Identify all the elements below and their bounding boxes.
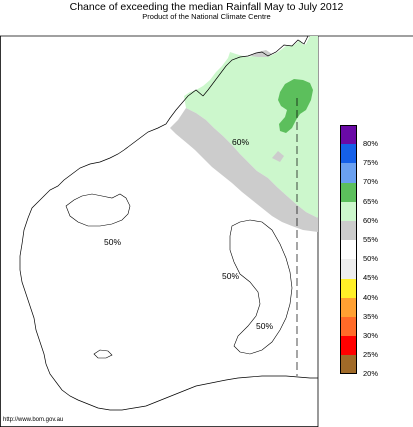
legend-swatch — [340, 144, 357, 164]
region-65-percent — [278, 79, 313, 133]
legend-item: 80% — [340, 125, 400, 148]
contour-label-50-central: 50% — [222, 271, 239, 281]
legend-label: 75% — [363, 158, 379, 168]
legend-item: 60% — [340, 201, 400, 225]
region-60-percent — [184, 36, 318, 218]
legend-swatch — [340, 355, 357, 375]
legend-item: 75% — [340, 144, 400, 167]
footer-url: http://www.bom.gov.au — [3, 417, 64, 423]
legend-swatch — [340, 278, 357, 298]
contour-label-50-west: 50% — [104, 237, 121, 247]
legend-swatch — [340, 316, 357, 337]
legend-label: 60% — [363, 215, 379, 225]
legend-swatch — [340, 163, 357, 183]
legend-label: 25% — [363, 350, 379, 360]
contour-50-south — [229, 219, 293, 355]
contour-label-50-south: 50% — [256, 321, 273, 331]
map-title: Chance of exceeding the median Rainfall … — [69, 1, 344, 13]
legend-label: 55% — [363, 234, 379, 244]
legend-swatch — [340, 201, 357, 221]
legend-swatch — [340, 259, 357, 279]
region-55-percent — [170, 108, 318, 232]
contour-50-lake — [93, 349, 113, 359]
legend-swatch — [340, 220, 357, 241]
legend-item: 70% — [340, 163, 400, 186]
legend-label: 70% — [363, 177, 379, 187]
region-55-percent-island — [272, 151, 284, 162]
legend: 80% 75% 70% 65% 60% 55% 50% 45% 40% 35% 30% 25% 20% — [340, 125, 400, 378]
legend-item: 40% — [340, 278, 400, 302]
legend-label: 50% — [363, 254, 379, 264]
legend-item: 45% — [340, 259, 400, 282]
contour-label-60: 60% — [232, 137, 249, 147]
legend-item: 20% — [340, 355, 400, 378]
legend-swatch — [340, 125, 357, 145]
legend-label: 40% — [363, 292, 379, 302]
legend-label: 65% — [363, 196, 379, 206]
legend-swatch — [340, 182, 357, 202]
legend-item: 25% — [340, 336, 400, 359]
legend-label: 30% — [363, 330, 379, 340]
legend-swatch — [340, 336, 357, 356]
legend-label: 20% — [363, 369, 379, 379]
legend-item: 55% — [340, 220, 400, 244]
map-subtitle: Product of the National Climate Centre — [142, 12, 271, 21]
legend-item: 35% — [340, 297, 400, 321]
legend-label: 35% — [363, 311, 379, 321]
contour-50-interior — [65, 193, 131, 227]
legend-label: 45% — [363, 273, 379, 283]
legend-swatch — [340, 297, 357, 317]
legend-label: 80% — [363, 139, 379, 148]
legend-item: 50% — [340, 240, 400, 263]
legend-swatch — [340, 240, 357, 260]
legend-item: 30% — [340, 316, 400, 340]
coastline — [19, 35, 318, 411]
legend-item: 65% — [340, 182, 400, 206]
